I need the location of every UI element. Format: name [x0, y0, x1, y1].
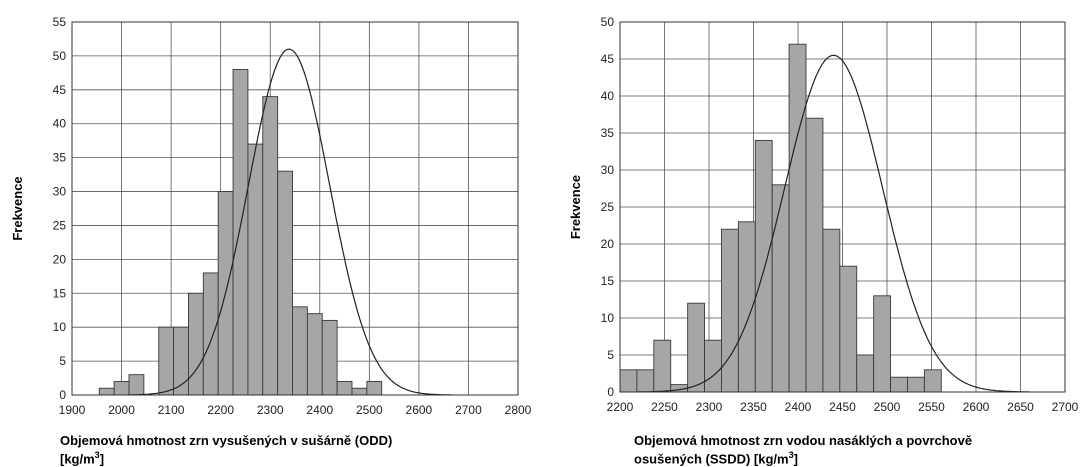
ssdd-x-axis-label-line1: Objemová hmotnost zrn vodou nasáklých a … [634, 433, 973, 448]
ssdd-histogram-bar [687, 302, 706, 393]
odd-histogram-bar [232, 69, 249, 396]
ssdd-plot-frame [619, 21, 1066, 393]
odd-x-tick-label: 2300 [257, 403, 284, 417]
ssdd-unit-exponent: 3 [788, 450, 794, 460]
odd-y-tick-label: 35 [53, 151, 67, 165]
ssdd-histogram-bar [923, 369, 942, 393]
odd-y-tick-label: 0 [59, 388, 66, 402]
odd-x-axis-label: Objemová hmotnost zrn vysušených v sušár… [60, 434, 392, 466]
odd-histogram-bar [292, 306, 308, 396]
ssdd-x-tick-label: 2350 [740, 400, 767, 414]
ssdd-y-axis-label: Frekvence [568, 175, 583, 239]
ssdd-histogram-bar [704, 339, 722, 393]
ssdd-histogram-bar [805, 117, 824, 393]
ssdd-histogram-bar [890, 376, 908, 393]
ssdd-x-axis-label: Objemová hmotnost zrn vodou nasáklých a … [634, 434, 972, 466]
ssdd-y-tick-label: 45 [601, 52, 615, 66]
ssdd-histogram-bar [839, 265, 858, 393]
ssdd-y-tick-label: 15 [601, 274, 615, 288]
odd-x-tick-label: 1900 [59, 403, 86, 417]
odd-histogram-bar [262, 96, 279, 396]
ssdd-y-tick-label: 35 [601, 126, 615, 140]
odd-histogram-bar [128, 374, 145, 396]
odd-plot-frame [71, 21, 519, 396]
odd-histogram-bar [98, 387, 115, 396]
odd-histogram-bar [247, 143, 264, 396]
odd-histogram-bar [336, 380, 353, 396]
odd-y-tick-label: 20 [53, 252, 67, 266]
odd-x-axis-label-line1: Objemová hmotnost zrn vysušených v sušár… [60, 433, 393, 448]
ssdd-x-tick-label: 2200 [607, 400, 634, 414]
odd-x-tick-label: 2100 [158, 403, 185, 417]
ssdd-y-tick-label: 40 [601, 89, 615, 103]
ssdd-y-tick-label: 10 [601, 311, 615, 325]
odd-histogram-bar [351, 387, 368, 396]
ssdd-histogram-bar [636, 369, 655, 393]
odd-y-tick-label: 40 [53, 117, 67, 131]
odd-y-tick-label: 30 [53, 185, 67, 199]
odd-normal-curve [127, 48, 452, 396]
ssdd-x-tick-label: 2400 [785, 400, 812, 414]
ssdd-x-axis-label-line2: osušených (SSDD) [kg/m3] [634, 448, 972, 466]
odd-y-tick-label: 15 [53, 286, 67, 300]
odd-y-tick-label: 45 [53, 83, 67, 97]
odd-unit-text: [kg/m [60, 451, 95, 467]
ssdd-y-tick-label: 30 [601, 163, 615, 177]
ssdd-y-tick-label: 0 [607, 385, 614, 399]
ssdd-x-tick-label: 2250 [651, 400, 678, 414]
odd-x-tick-label: 2500 [356, 403, 383, 417]
odd-y-tick-label: 10 [53, 320, 67, 334]
ssdd-histogram-bar [873, 295, 892, 393]
ssdd-x-tick-label: 2450 [829, 400, 856, 414]
ssdd-y-tick-label: 5 [607, 348, 614, 362]
odd-histogram-bar [202, 272, 219, 396]
odd-unit-close: ] [99, 451, 105, 467]
odd-x-tick-label: 2600 [406, 403, 433, 417]
odd-histogram-bar [321, 319, 338, 396]
ssdd-histogram-bar [856, 354, 875, 393]
ssdd-histogram-bar [619, 369, 638, 393]
odd-x-tick-label: 2700 [455, 403, 482, 417]
ssdd-y-tick-label: 50 [601, 15, 615, 29]
ssdd-histogram-bar [907, 376, 925, 393]
ssdd-x-tick-label: 2550 [918, 400, 945, 414]
odd-histogram-bar [113, 380, 130, 396]
odd-x-tick-label: 2800 [505, 403, 532, 417]
odd-x-tick-label: 2000 [108, 403, 135, 417]
odd-histogram-bar [277, 170, 293, 396]
odd-histogram-bar [366, 380, 383, 396]
ssdd-unit-text: osušených (SSDD) [kg/m [634, 451, 789, 467]
ssdd-unit-close: ] [793, 451, 798, 467]
ssdd-histogram-bar [653, 339, 672, 393]
ssdd-x-tick-label: 2650 [1007, 400, 1034, 414]
odd-x-axis-unit: [kg/m3] [60, 448, 392, 466]
ssdd-normal-curve [637, 54, 1030, 393]
ssdd-histogram-bar [788, 43, 807, 393]
ssdd-histogram-bar [754, 139, 773, 393]
odd-histogram-bar [158, 326, 175, 396]
odd-y-tick-label: 5 [59, 354, 66, 368]
odd-histogram-chart: 0 5 10 15 20 25 30 35 40 45 50 55 1900 2000 2100 2200 23… [10, 15, 532, 417]
ssdd-x-tick-label: 2500 [874, 400, 901, 414]
odd-y-tick-label: 55 [53, 15, 67, 29]
ssdd-histogram-chart: 0 5 10 15 20 25 30 35 40 45 50 2200 2250 2300 2350 2400… [568, 15, 1079, 414]
ssdd-histogram-bar [771, 184, 790, 393]
ssdd-x-tick-label: 2600 [963, 400, 990, 414]
odd-y-tick-label: 25 [53, 218, 67, 232]
odd-x-tick-label: 2400 [306, 403, 333, 417]
odd-y-axis-label: Frekvence [10, 176, 25, 240]
ssdd-histogram-bar [822, 228, 841, 393]
ssdd-histogram-bar [721, 228, 739, 393]
odd-x-tick-label: 2200 [207, 403, 234, 417]
ssdd-x-tick-label: 2300 [696, 400, 723, 414]
ssdd-x-tick-label: 2700 [1052, 400, 1079, 414]
ssdd-y-tick-label: 20 [601, 237, 615, 251]
odd-y-tick-label: 50 [53, 49, 67, 63]
odd-unit-exponent: 3 [94, 450, 100, 460]
ssdd-y-tick-label: 25 [601, 200, 615, 214]
odd-histogram-bar [306, 313, 323, 396]
odd-histogram-bar [188, 292, 204, 396]
